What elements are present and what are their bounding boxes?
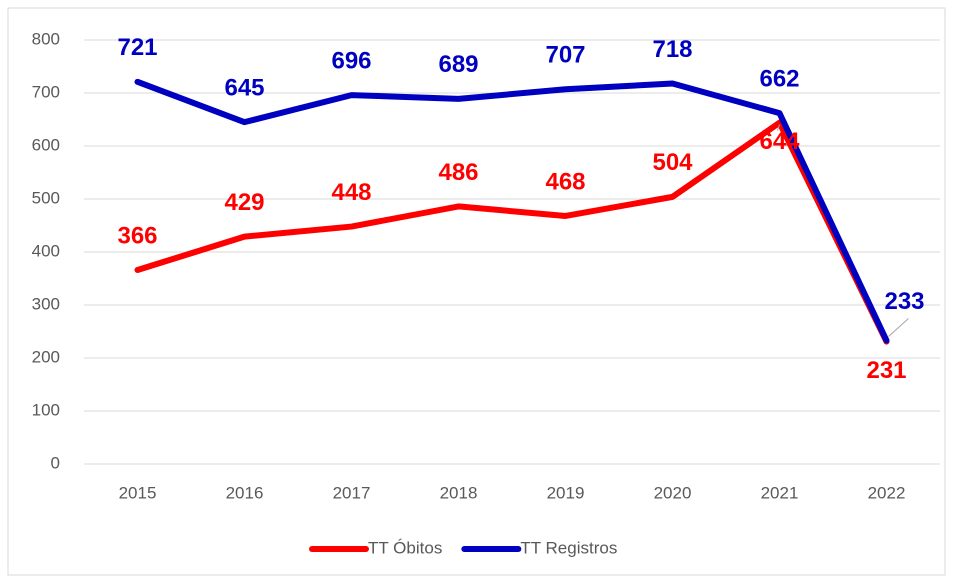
y-tick-label: 800 [32,29,60,48]
y-tick-label: 0 [51,453,60,472]
data-label: 504 [652,149,693,176]
y-tick-label: 200 [32,347,60,366]
x-tick-label: 2018 [440,483,478,502]
data-label: 468 [545,168,585,195]
data-label: 662 [759,65,799,92]
data-label: 231 [866,357,906,384]
y-tick-label: 500 [32,188,60,207]
data-label: 721 [117,34,157,61]
data-label: 645 [224,74,264,101]
x-tick-label: 2022 [868,483,906,502]
x-tick-label: 2021 [761,483,799,502]
data-label: 366 [117,222,157,249]
x-tick-label: 2016 [226,483,264,502]
legend-label: TT Óbitos [368,538,442,557]
series-line [134,119,890,345]
series-line [134,78,890,344]
chart-frame [7,7,946,576]
x-tick-label: 2019 [547,483,585,502]
y-tick-label: 600 [32,135,60,154]
x-tick-label: 2017 [333,483,371,502]
data-label: 486 [438,159,478,186]
legend-label: TT Registros [520,538,617,557]
y-tick-label: 100 [32,400,60,419]
data-label: 689 [438,51,478,78]
leader-line [777,124,780,131]
data-label: 707 [545,42,585,69]
data-label: 233 [884,288,924,315]
data-label: 644 [759,128,800,155]
data-label: 448 [331,179,371,206]
data-label: 696 [331,47,371,74]
x-tick-label: 2015 [119,483,157,502]
data-label: 718 [652,36,692,63]
y-tick-label: 300 [32,294,60,313]
y-tick-label: 700 [32,82,60,101]
x-tick-label: 2020 [654,483,692,502]
y-tick-label: 400 [32,241,60,260]
leader-line [888,318,909,337]
data-label: 429 [224,189,264,216]
